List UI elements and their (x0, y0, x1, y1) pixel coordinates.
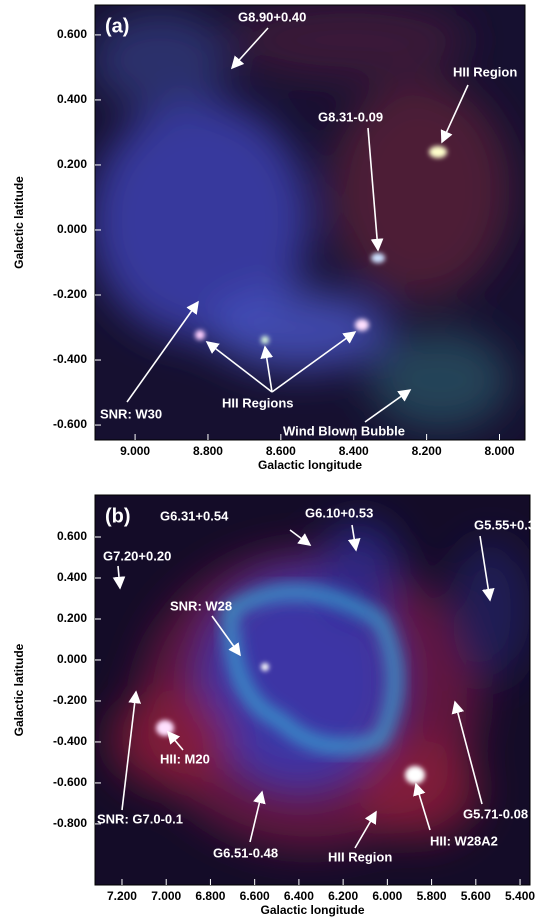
annotation: HII: W28A2 (430, 833, 498, 848)
x-tick-label: 8.800 (193, 444, 223, 458)
x-tick-label: 8.600 (266, 444, 296, 458)
x-tick-label: 6.800 (195, 889, 225, 903)
y-tick-label: 0.200 (57, 157, 87, 171)
y-axis-label: Galactic latitude (12, 643, 26, 736)
annotation: SNR: G7.0-0.1 (97, 811, 183, 826)
x-tick-label: 5.400 (505, 889, 535, 903)
x-tick-label: 8.400 (339, 444, 369, 458)
y-tick-label: -0.800 (53, 816, 87, 830)
annotation-arrows (112, 27, 495, 849)
x-tick-label: 8.000 (484, 444, 514, 458)
annotation: G8.90+0.40 (238, 9, 306, 24)
annotation: HII Region (453, 64, 517, 79)
y-tick-label: -0.400 (53, 734, 87, 748)
y-tick-label: 0.000 (57, 652, 87, 666)
panel-label: (b) (105, 505, 131, 527)
x-tick-label: 6.400 (284, 889, 314, 903)
x-tick-label: 5.800 (417, 889, 447, 903)
y-tick-label: 0.400 (57, 570, 87, 584)
x-tick-label: 8.200 (412, 444, 442, 458)
y-tick-label: -0.600 (53, 417, 87, 431)
image-b (95, 495, 530, 885)
annotation: HII: M20 (160, 751, 210, 766)
x-tick-label: 6.600 (240, 889, 270, 903)
y-tick-label: -0.200 (53, 693, 87, 707)
annotation: SNR: W28 (170, 598, 232, 613)
x-axis-label: Galactic longitude (260, 903, 364, 917)
frame (94, 4, 526, 441)
y-axis-label: Galactic latitude (12, 176, 26, 269)
y-tick-label: -0.200 (53, 287, 87, 301)
x-tick-label: 7.200 (107, 889, 137, 903)
x-tick-label: 7.000 (151, 889, 181, 903)
y-tick-label: -0.600 (53, 775, 87, 789)
y-tick-label: 0.600 (57, 529, 87, 543)
y-tick-label: 0.600 (57, 27, 87, 41)
annotation: G6.51-0.48 (213, 845, 278, 860)
y-tick-label: 0.000 (57, 222, 87, 236)
annotation: SNR: W30 (100, 406, 162, 421)
x-axis-label: Galactic longitude (258, 458, 362, 472)
annotation: G6.31+0.54 (160, 508, 229, 523)
frame (94, 494, 531, 886)
x-tick-label: 9.000 (120, 444, 150, 458)
x-tick-label: 5.600 (461, 889, 491, 903)
annotation: Wind Blown Bubble (283, 423, 405, 438)
annotation: G8.31-0.09 (318, 109, 383, 124)
y-tick-label: -0.400 (53, 352, 87, 366)
panel-label: (a) (105, 15, 129, 37)
x-tick-label: 6.200 (328, 889, 358, 903)
annotation: HII Regions (222, 395, 294, 410)
y-tick-label: 0.200 (57, 611, 87, 625)
annotation: G5.71-0.08 (463, 806, 528, 821)
image-a (95, 5, 525, 440)
y-tick-label: 0.400 (57, 92, 87, 106)
annotation: G6.10+0.53 (305, 505, 373, 520)
annotation: HII Region (328, 849, 392, 864)
annotation: G7.20+0.20 (103, 548, 171, 563)
annotation: G5.55+0.32 (474, 517, 540, 532)
x-tick-label: 6.000 (372, 889, 402, 903)
